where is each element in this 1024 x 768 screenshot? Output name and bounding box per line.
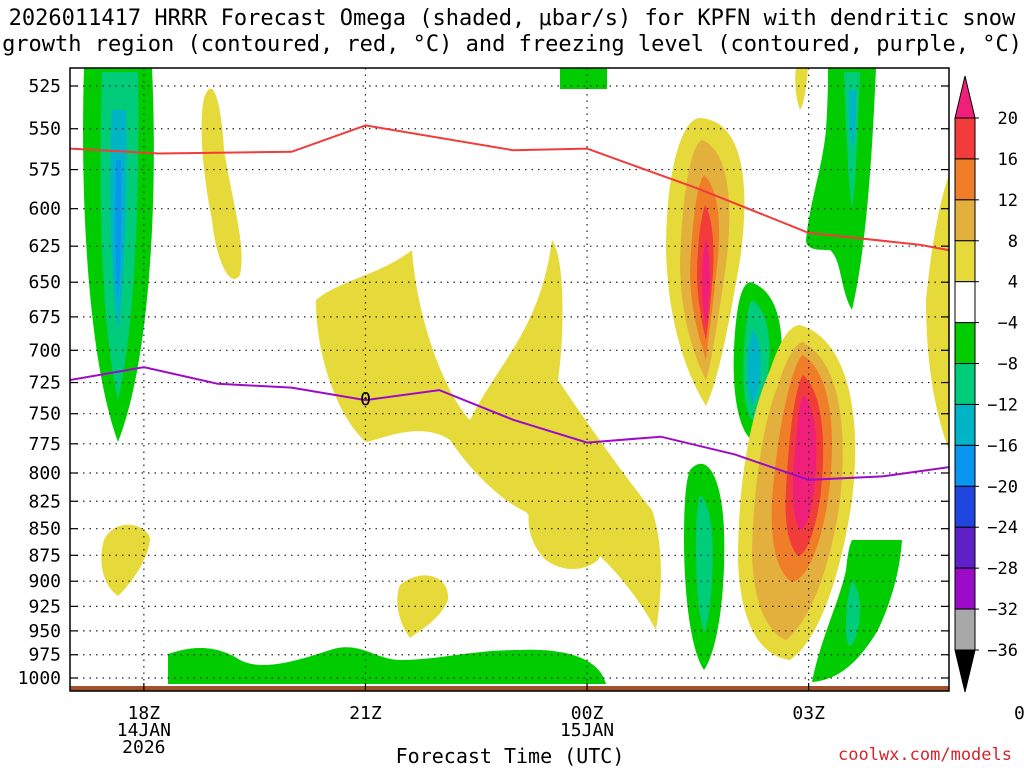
omega-upward-blob-03z-top: [560, 68, 607, 89]
colorbar-label: 16: [998, 150, 1018, 170]
y-tick-label: 525: [28, 76, 61, 97]
omega-sinking-06z-20: [702, 238, 710, 326]
colorbar-bin: [954, 444, 976, 487]
colorbar: 20 16 12 8 4 −4 −8 −12 −16 −20 −24 −28 −32 −36: [954, 75, 1018, 693]
y-tick-label: 750: [28, 404, 61, 425]
omega-sinking-blob-08z-upper: [795, 68, 808, 110]
dgz-top-contour: [70, 124, 949, 252]
y-tick-label: 675: [28, 307, 61, 328]
colorbar-bin: [954, 117, 976, 160]
colorbar-label: 12: [998, 191, 1018, 211]
omega-upward-column-07z-max: [747, 330, 761, 404]
x-tick-label: 2026: [122, 737, 165, 758]
x-tick-label: 15JAN: [560, 720, 614, 741]
omega-upward-column-06z-low-core: [696, 495, 713, 632]
omega-sinking-blob-20z: [201, 88, 242, 279]
colorbar-label: 4: [1008, 273, 1018, 293]
omega-upward-column-18z-peak: [115, 160, 122, 300]
y-tick-label: 775: [28, 434, 61, 455]
colorbar-label: −20: [987, 477, 1018, 497]
omega-sinking-08z-20: [792, 395, 817, 530]
colorbar-bottom-arrow: [954, 649, 976, 693]
omega-upward-column-09z: [806, 68, 876, 310]
y-tick-label: 850: [28, 519, 61, 540]
omega-upward-column-09z-low-core: [845, 580, 860, 646]
colorbar-bin: [954, 240, 976, 283]
colorbar-bin: [954, 567, 976, 610]
y-tick-label: 950: [28, 621, 61, 642]
colorbar-label: −36: [987, 641, 1018, 661]
x-tick-label: 21Z: [349, 703, 382, 724]
y-tick-label: 1000: [18, 668, 61, 689]
colorbar-label: −28: [987, 559, 1018, 579]
omega-sinking-right-edge: [926, 175, 949, 450]
y-axis: 525 550 575 600 625 650 675 700 725 750 775 800 825 8…: [18, 76, 949, 689]
omega-sinking-band: [316, 240, 661, 630]
x-axis: 18Z14JAN202621Z00Z15JAN03Z06Z09Z: [117, 683, 1024, 758]
freezing-level-contour: [70, 366, 949, 481]
omega-shading: [83, 68, 949, 684]
terrain-surface: [70, 686, 949, 691]
colorbar-label: −32: [987, 600, 1018, 620]
colorbar-bin: [954, 158, 976, 201]
y-tick-label: 725: [28, 373, 61, 394]
colorbar-label: −8: [998, 355, 1018, 375]
x-tick-label: 18Z: [128, 703, 161, 724]
colorbar-label: 8: [1008, 232, 1018, 252]
y-tick-label: 975: [28, 645, 61, 666]
x-tick-label: 14JAN: [117, 720, 171, 741]
y-tick-label: 650: [28, 272, 61, 293]
plot-frame: [69, 67, 950, 692]
omega-upward-near-surface: [168, 647, 606, 684]
y-tick-label: 700: [28, 340, 61, 361]
x-tick-label: 03Z: [792, 703, 825, 724]
x-axis-title: Forecast Time (UTC): [395, 744, 625, 768]
y-tick-label: 625: [28, 236, 61, 257]
colorbar-bin: [954, 281, 976, 324]
x-tick-label: 06Z: [1014, 703, 1024, 724]
colorbar-label: −12: [987, 395, 1018, 415]
omega-sinking-blob-03z-low: [528, 500, 606, 569]
y-tick-label: 875: [28, 545, 61, 566]
colorbar-bin: [954, 526, 976, 569]
colorbar-label: −4: [998, 314, 1018, 334]
omega-sinking-blob-00z-low: [397, 575, 449, 638]
colorbar-bin: [954, 199, 976, 242]
x-tick-label: 00Z: [571, 703, 604, 724]
y-tick-label: 900: [28, 571, 61, 592]
omega-upward-column-09z-max: [849, 90, 856, 150]
y-tick-label: 550: [28, 119, 61, 140]
colorbar-label: −16: [987, 436, 1018, 456]
y-tick-label: 825: [28, 491, 61, 512]
credit-link[interactable]: coolwx.com/models: [838, 745, 1012, 765]
colorbar-label: 20: [998, 109, 1018, 129]
y-tick-label: 575: [28, 160, 61, 181]
colorbar-bin: [954, 608, 976, 651]
colorbar-top-arrow: [954, 75, 976, 119]
chart-title: 2026011417 HRRR Forecast Omega (shaded, …: [2, 6, 1022, 57]
colorbar-label: −24: [987, 518, 1018, 538]
omega-sinking-blob-18z-low: [101, 524, 150, 596]
colorbar-bin: [954, 485, 976, 528]
y-tick-label: 925: [28, 596, 61, 617]
colorbar-bin: [954, 403, 976, 446]
colorbar-bin: [954, 363, 976, 405]
y-tick-label: 600: [28, 199, 61, 220]
colorbar-bin: [954, 322, 976, 365]
y-tick-label: 800: [28, 463, 61, 484]
freezing-level-label: 0: [360, 389, 371, 410]
